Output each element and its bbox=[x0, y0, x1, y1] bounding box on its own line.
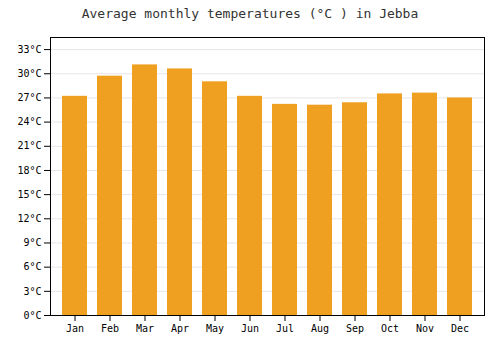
svg-text:6°C: 6°C bbox=[23, 261, 41, 272]
svg-text:15°C: 15°C bbox=[17, 189, 41, 200]
svg-text:24°C: 24°C bbox=[17, 116, 41, 127]
svg-text:Mar: Mar bbox=[136, 323, 154, 334]
svg-text:Oct: Oct bbox=[381, 323, 399, 334]
svg-text:18°C: 18°C bbox=[17, 165, 41, 176]
svg-text:33°C: 33°C bbox=[17, 44, 41, 55]
svg-text:Sep: Sep bbox=[346, 323, 364, 334]
svg-text:Apr: Apr bbox=[171, 323, 189, 334]
svg-text:12°C: 12°C bbox=[17, 213, 41, 224]
svg-text:Feb: Feb bbox=[101, 323, 119, 334]
svg-text:Jul: Jul bbox=[276, 323, 294, 334]
svg-text:27°C: 27°C bbox=[17, 92, 41, 103]
html-text:Average monthly temperatures (: Average monthly temperatures (°C ) in Je… bbox=[81, 6, 419, 21]
svg-text:30°C: 30°C bbox=[17, 68, 41, 79]
svg-text:9°C: 9°C bbox=[23, 237, 41, 248]
svg-text:Nov: Nov bbox=[416, 323, 434, 334]
svg-text:May: May bbox=[206, 323, 224, 334]
svg-text:0°C: 0°C bbox=[23, 310, 41, 321]
svg-text:Jun: Jun bbox=[241, 323, 259, 334]
svg-text:Jan: Jan bbox=[66, 323, 84, 334]
svg-text:21°C: 21°C bbox=[17, 140, 41, 151]
svg-text:Aug: Aug bbox=[311, 323, 329, 334]
svg-text:Dec: Dec bbox=[451, 323, 469, 334]
svg-text:3°C: 3°C bbox=[23, 286, 41, 297]
